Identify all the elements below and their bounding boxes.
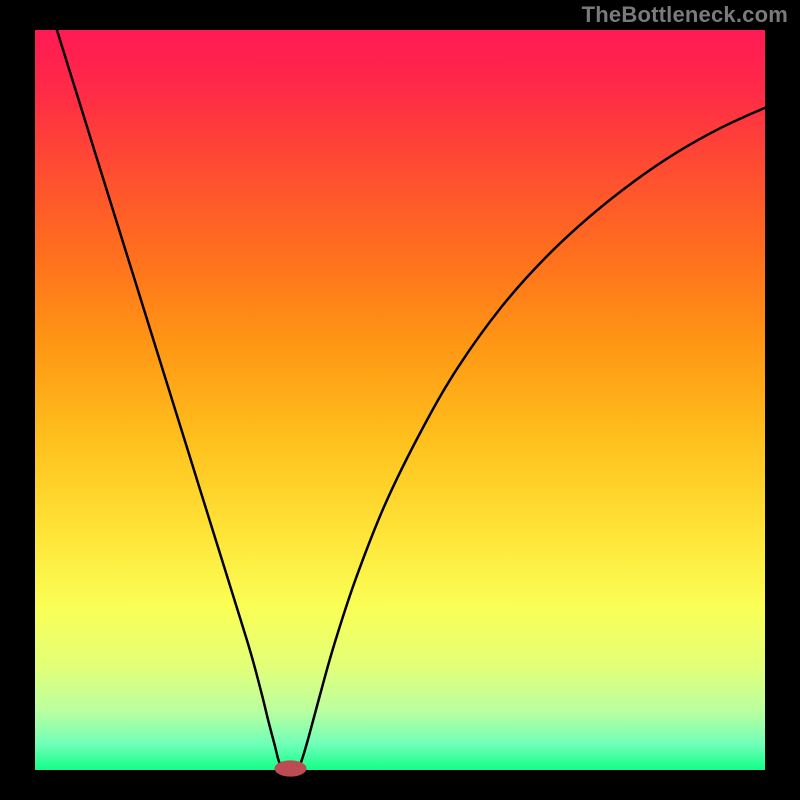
vertex-marker bbox=[274, 760, 306, 776]
chart-svg bbox=[0, 0, 800, 800]
chart-root: TheBottleneck.com bbox=[0, 0, 800, 800]
watermark-text: TheBottleneck.com bbox=[582, 2, 788, 28]
plot-background bbox=[35, 30, 765, 770]
